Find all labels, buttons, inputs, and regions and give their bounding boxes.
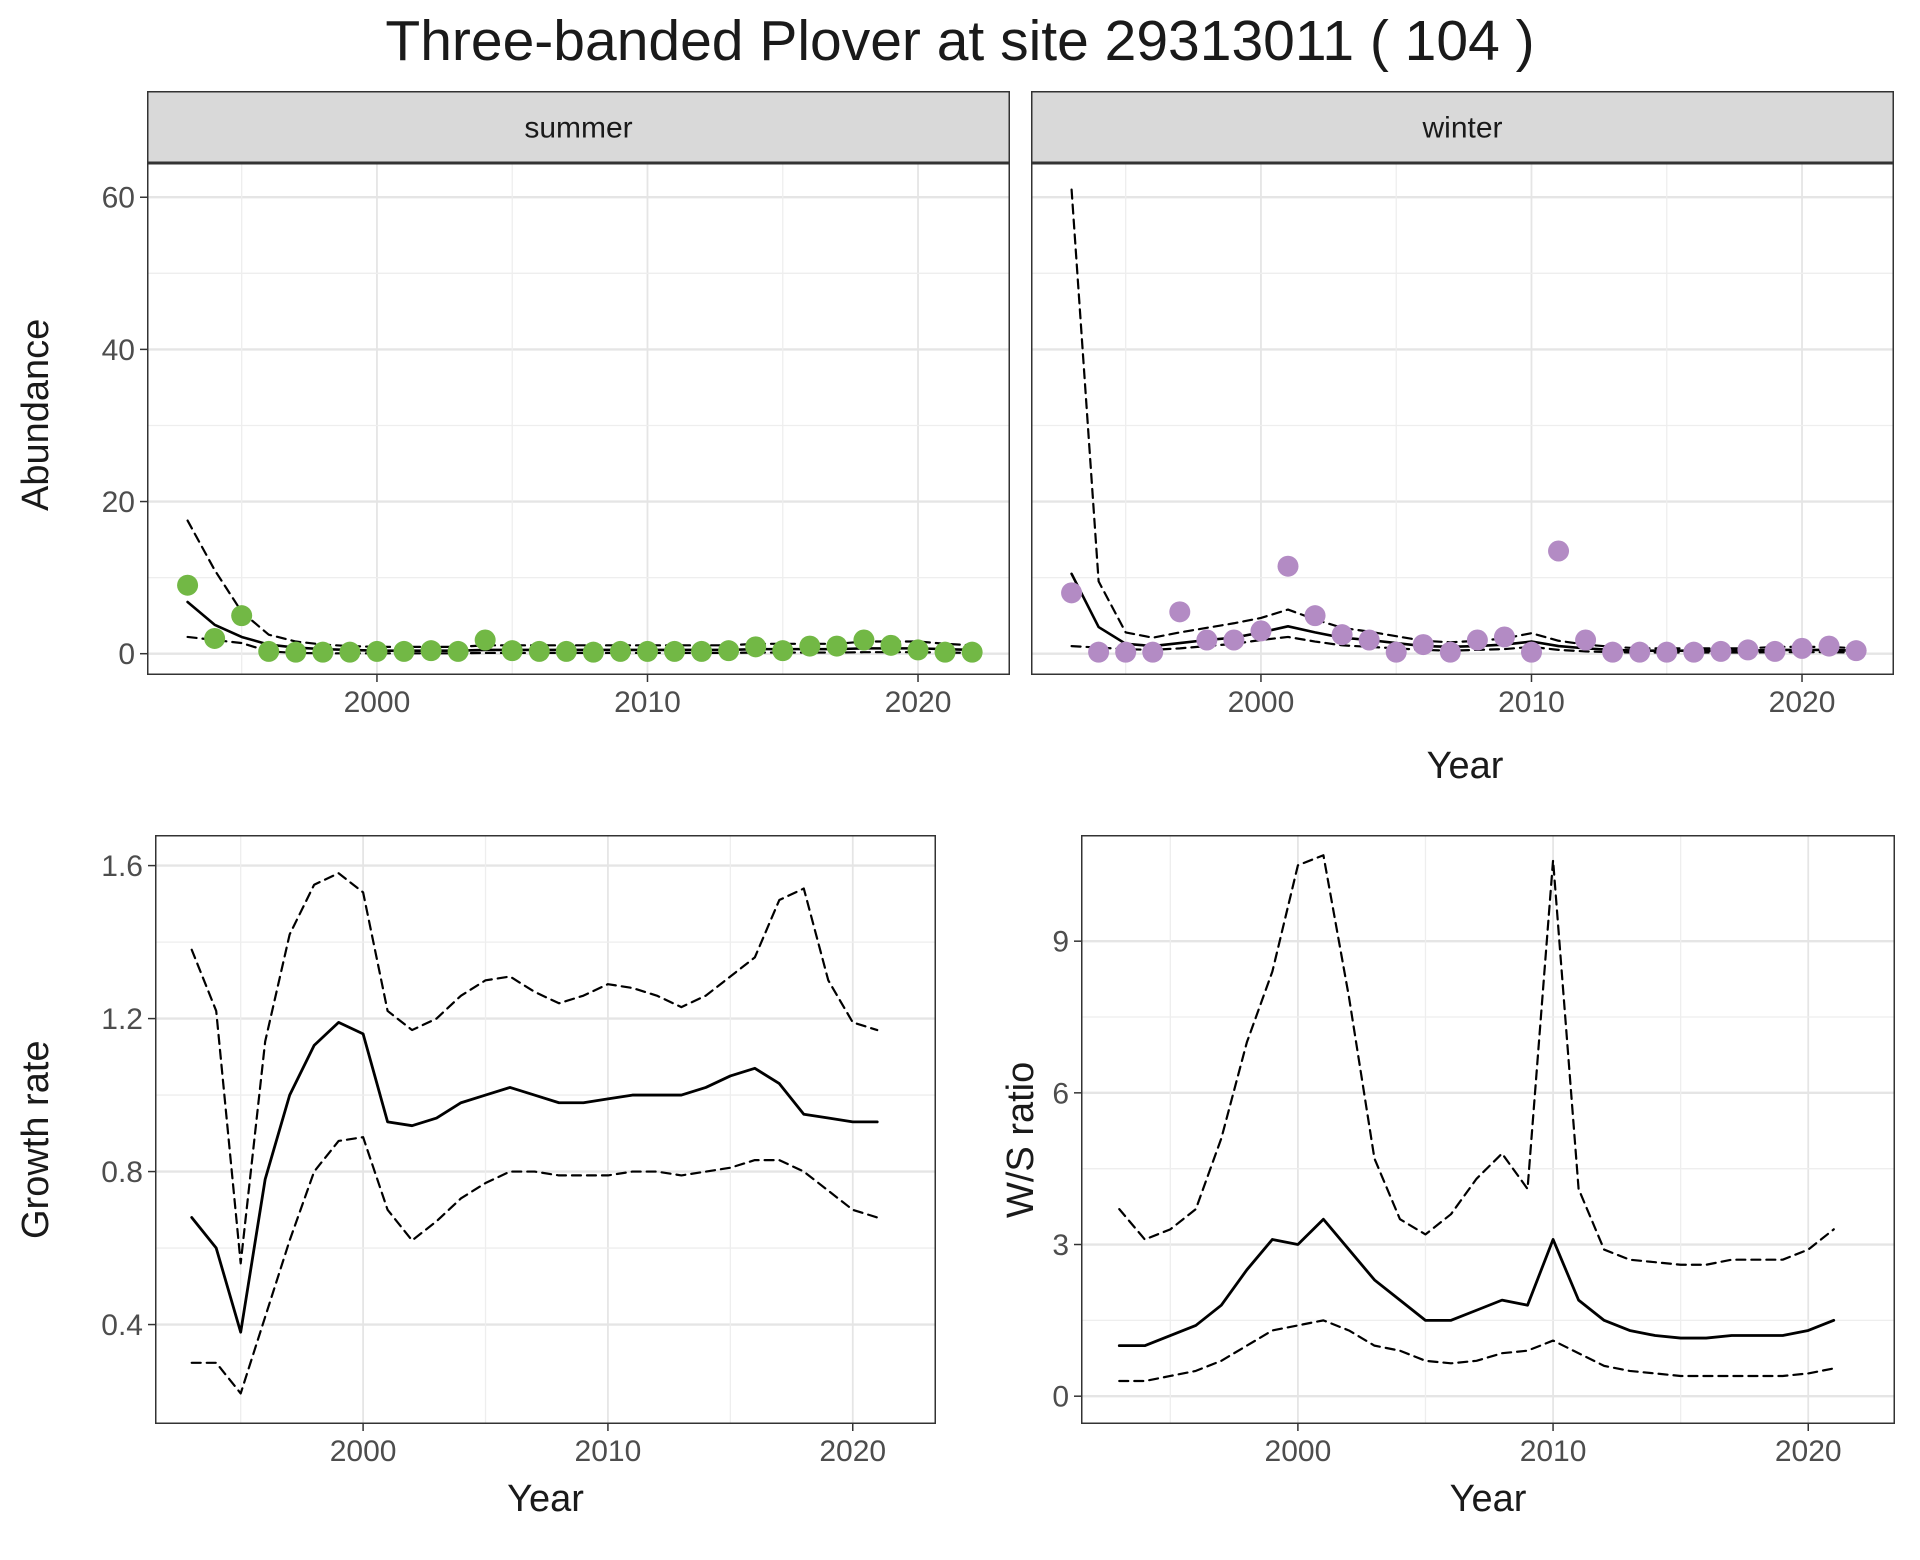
svg-text:2020: 2020 [1775,1435,1842,1468]
svg-text:3: 3 [1052,1229,1069,1262]
svg-text:0: 0 [1052,1381,1069,1414]
svg-text:2000: 2000 [330,1435,397,1468]
svg-text:1.6: 1.6 [101,850,143,883]
svg-text:2000: 2000 [1265,1435,1332,1468]
svg-text:2000: 2000 [344,686,411,719]
svg-text:0: 0 [118,638,135,671]
svg-text:2010: 2010 [614,686,681,719]
svg-text:40: 40 [102,334,135,367]
svg-text:winter: winter [1421,112,1502,145]
svg-text:0.8: 0.8 [101,1156,143,1189]
svg-text:6: 6 [1052,1077,1069,1110]
svg-text:2000: 2000 [1228,686,1295,719]
svg-text:summer: summer [524,112,632,145]
svg-text:20: 20 [102,486,135,519]
svg-text:2010: 2010 [575,1435,642,1468]
svg-text:2020: 2020 [819,1435,886,1468]
svg-text:2010: 2010 [1520,1435,1587,1468]
svg-text:9: 9 [1052,926,1069,959]
svg-text:2010: 2010 [1498,686,1565,719]
svg-text:60: 60 [102,182,135,215]
svg-text:2020: 2020 [1769,686,1836,719]
svg-text:1.2: 1.2 [101,1003,143,1036]
svg-text:0.4: 0.4 [101,1309,143,1342]
